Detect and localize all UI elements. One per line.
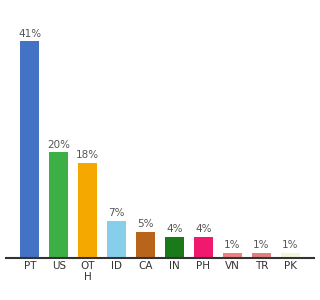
Bar	[252, 253, 271, 258]
Text: 41%: 41%	[18, 29, 41, 39]
Bar	[223, 253, 242, 258]
Text: 1%: 1%	[224, 240, 241, 250]
Bar	[49, 152, 68, 258]
Text: 5%: 5%	[137, 219, 154, 229]
Text: 1%: 1%	[253, 240, 269, 250]
Bar	[281, 253, 300, 258]
Bar	[136, 232, 155, 258]
Bar	[107, 221, 126, 258]
Text: 20%: 20%	[47, 140, 70, 150]
Bar	[20, 41, 39, 258]
Text: 4%: 4%	[195, 224, 212, 234]
Text: 1%: 1%	[282, 240, 299, 250]
Bar	[78, 163, 97, 258]
Bar	[194, 237, 213, 258]
Text: 7%: 7%	[108, 208, 125, 218]
Bar	[165, 237, 184, 258]
Text: 4%: 4%	[166, 224, 183, 234]
Text: 18%: 18%	[76, 150, 99, 160]
